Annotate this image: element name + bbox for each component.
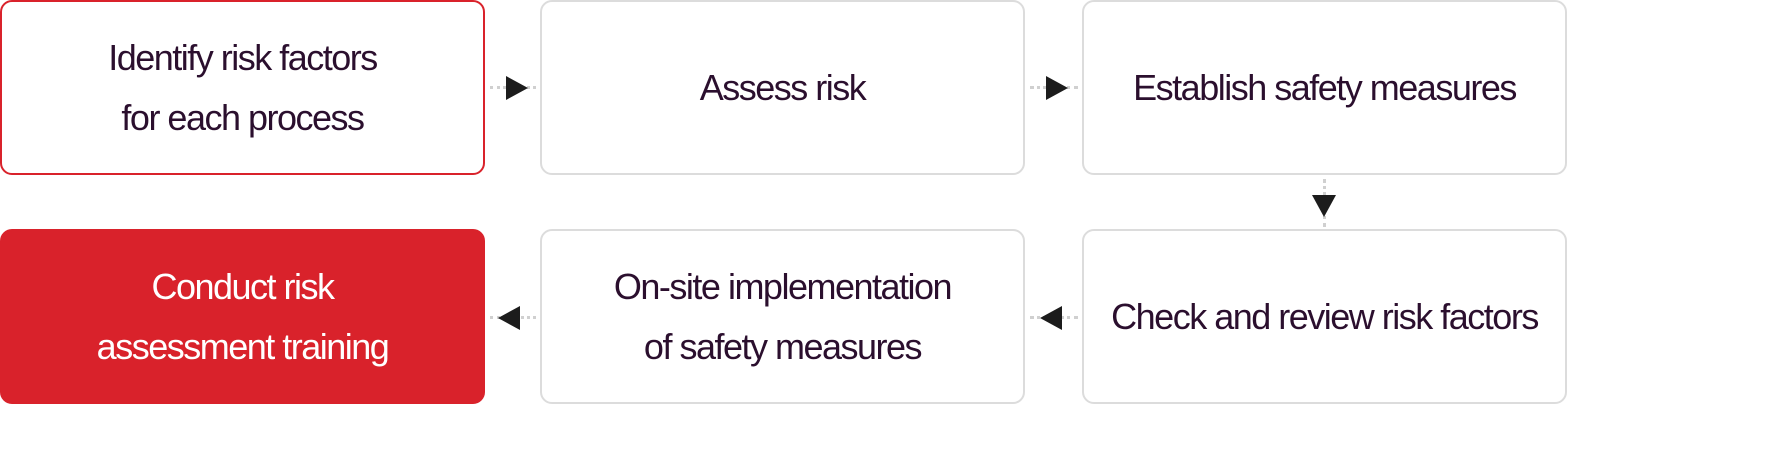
step-label: Identify risk factors for each process xyxy=(108,36,378,138)
step-label: Assess risk xyxy=(699,66,867,108)
step-establish-safety-measures: Establish safety measures xyxy=(1082,0,1567,175)
step-onsite-implementation: On-site implementation of safety measure… xyxy=(540,229,1025,404)
arrow-left-icon xyxy=(1040,306,1062,330)
step-label: On-site implementation of safety measure… xyxy=(613,265,953,367)
arrow-right-icon xyxy=(506,76,528,100)
step-conduct-training: Conduct risk assessment training xyxy=(0,229,485,404)
arrow-down-icon xyxy=(1312,195,1336,217)
step-check-review-risk-factors: Check and review risk factors xyxy=(1082,229,1567,404)
arrow-left-icon xyxy=(498,306,520,330)
step-identify-risk-factors: Identify risk factors for each process xyxy=(0,0,485,175)
step-label: Check and review risk factors xyxy=(1111,295,1539,337)
step-label: Establish safety measures xyxy=(1133,66,1517,108)
step-label: Conduct risk assessment training xyxy=(96,265,390,367)
arrow-right-icon xyxy=(1046,76,1068,100)
step-assess-risk: Assess risk xyxy=(540,0,1025,175)
